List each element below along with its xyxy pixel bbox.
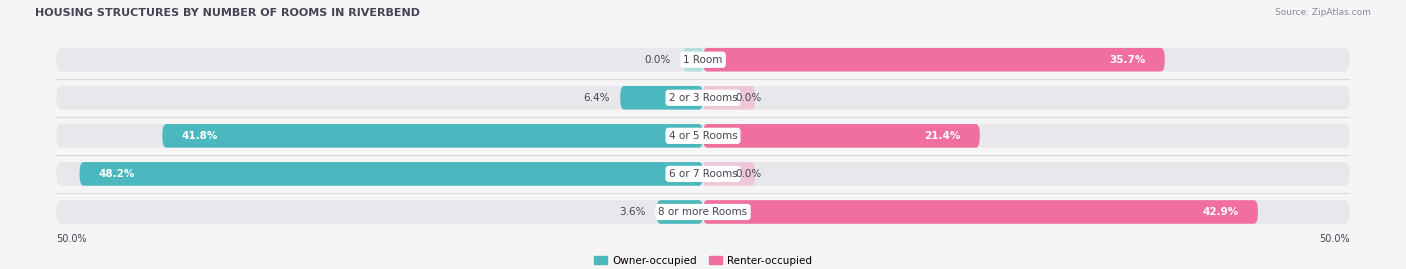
FancyBboxPatch shape [703,124,980,148]
Text: Source: ZipAtlas.com: Source: ZipAtlas.com [1275,8,1371,17]
FancyBboxPatch shape [683,48,703,72]
Text: HOUSING STRUCTURES BY NUMBER OF ROOMS IN RIVERBEND: HOUSING STRUCTURES BY NUMBER OF ROOMS IN… [35,8,420,18]
FancyBboxPatch shape [703,162,755,186]
FancyBboxPatch shape [620,86,703,109]
FancyBboxPatch shape [703,86,755,109]
Text: 21.4%: 21.4% [924,131,960,141]
FancyBboxPatch shape [56,86,1350,109]
Text: 6.4%: 6.4% [583,93,610,103]
FancyBboxPatch shape [162,124,703,148]
Text: 4 or 5 Rooms: 4 or 5 Rooms [669,131,737,141]
Text: 41.8%: 41.8% [181,131,218,141]
Text: 8 or more Rooms: 8 or more Rooms [658,207,748,217]
Text: 0.0%: 0.0% [644,55,671,65]
FancyBboxPatch shape [80,162,703,186]
Text: 2 or 3 Rooms: 2 or 3 Rooms [669,93,737,103]
FancyBboxPatch shape [703,48,1164,72]
Text: 35.7%: 35.7% [1109,55,1146,65]
Text: 50.0%: 50.0% [56,234,87,244]
Text: 50.0%: 50.0% [1319,234,1350,244]
Text: 0.0%: 0.0% [735,169,762,179]
FancyBboxPatch shape [56,48,1350,72]
Text: 42.9%: 42.9% [1202,207,1239,217]
Text: 0.0%: 0.0% [735,93,762,103]
Text: 6 or 7 Rooms: 6 or 7 Rooms [669,169,737,179]
FancyBboxPatch shape [56,124,1350,148]
FancyBboxPatch shape [703,200,1258,224]
Legend: Owner-occupied, Renter-occupied: Owner-occupied, Renter-occupied [591,252,815,269]
Text: 48.2%: 48.2% [98,169,135,179]
Text: 3.6%: 3.6% [620,207,647,217]
FancyBboxPatch shape [657,200,703,224]
FancyBboxPatch shape [56,200,1350,224]
Text: 1 Room: 1 Room [683,55,723,65]
FancyBboxPatch shape [56,162,1350,186]
